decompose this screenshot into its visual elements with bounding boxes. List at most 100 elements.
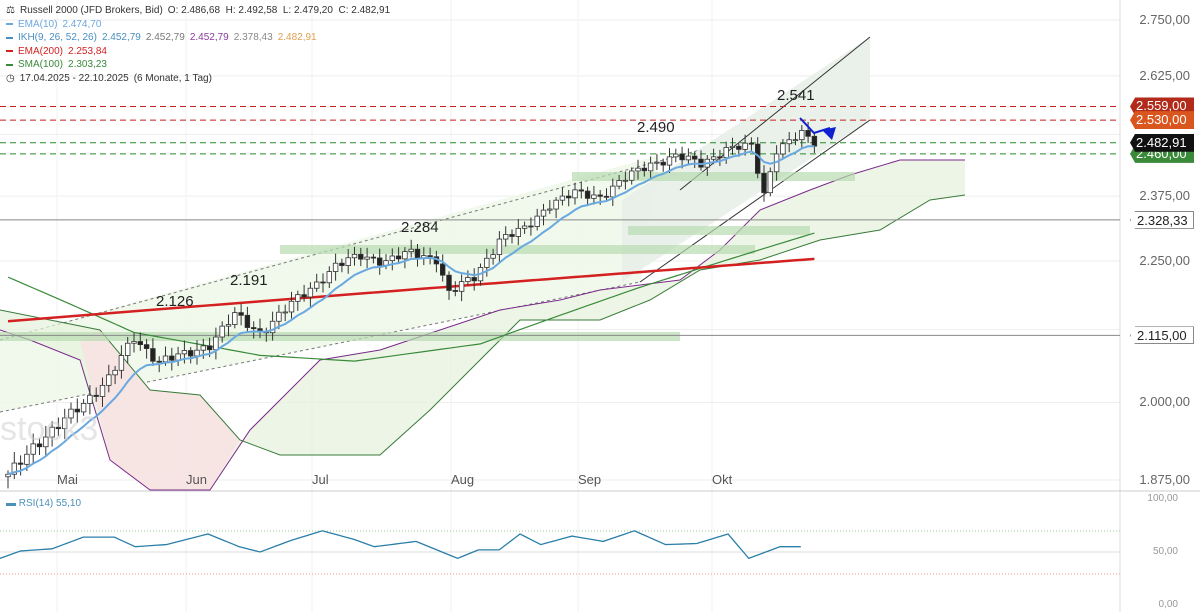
indicator-row[interactable]: SMA(100) 2.303,23 bbox=[6, 58, 390, 72]
high-annotation: 2.541 bbox=[777, 87, 815, 104]
month-label: Sep bbox=[578, 472, 602, 487]
candle bbox=[547, 200, 553, 214]
candle bbox=[811, 132, 818, 153]
price-axis-label: 2.625,00 bbox=[1139, 67, 1190, 83]
candle bbox=[408, 239, 414, 258]
candle bbox=[452, 281, 458, 297]
candle bbox=[458, 274, 465, 302]
candle bbox=[244, 306, 251, 333]
indicator-label: IKH(9, 26, 52, 26) bbox=[18, 32, 97, 43]
candle bbox=[307, 282, 314, 307]
candle bbox=[673, 148, 679, 163]
rsi-axis-0: 0,00 bbox=[1158, 599, 1178, 610]
candle bbox=[654, 153, 660, 171]
candle bbox=[339, 258, 345, 273]
candle bbox=[250, 321, 257, 339]
candle bbox=[187, 347, 194, 364]
candle bbox=[509, 229, 515, 244]
candle bbox=[219, 321, 225, 343]
candle bbox=[301, 284, 307, 302]
indicator-row[interactable]: EMA(10) 2.474,70 bbox=[6, 18, 390, 32]
candle bbox=[125, 336, 131, 364]
indicator-value: 2.452,79 bbox=[145, 32, 185, 43]
candle bbox=[99, 377, 106, 407]
rsi-axis-100: 100,00 bbox=[1147, 493, 1178, 504]
price-axis-label: 2.750,00 bbox=[1139, 12, 1190, 27]
candle bbox=[427, 247, 433, 265]
trend-channel-lower bbox=[639, 119, 871, 283]
candle bbox=[376, 248, 383, 275]
candle bbox=[666, 148, 673, 174]
candle bbox=[150, 338, 156, 366]
month-label: Jul bbox=[312, 472, 329, 487]
ema10-line bbox=[7, 145, 815, 476]
indicator-value: 2.253,84 bbox=[68, 45, 107, 57]
candle bbox=[288, 291, 295, 319]
candle bbox=[515, 219, 521, 246]
candle bbox=[572, 182, 578, 205]
candle bbox=[471, 268, 477, 291]
candle bbox=[496, 231, 503, 263]
indicator-color-icon bbox=[6, 36, 13, 39]
candle bbox=[313, 273, 320, 292]
date-range: 17.04.2025 - 22.10.2025 bbox=[19, 72, 129, 84]
candle bbox=[326, 266, 332, 289]
candle bbox=[792, 132, 799, 146]
candle bbox=[87, 385, 93, 415]
ichimoku-cloud bbox=[0, 160, 965, 490]
indicator-row[interactable]: EMA(200) 2.253,84 bbox=[6, 45, 390, 59]
candle bbox=[616, 174, 622, 190]
candle bbox=[465, 270, 471, 285]
candle bbox=[62, 408, 68, 440]
indicator-label: EMA(200) bbox=[18, 45, 64, 57]
rsi-axis-50: 50,00 bbox=[1152, 546, 1178, 557]
candle bbox=[502, 226, 509, 247]
candle bbox=[610, 178, 616, 206]
watermark-logo: stock3 bbox=[0, 410, 98, 448]
candle bbox=[351, 246, 358, 266]
trend-channel-upper bbox=[679, 36, 871, 191]
candle bbox=[402, 247, 408, 269]
candle bbox=[238, 303, 244, 326]
candle bbox=[439, 254, 446, 282]
candle bbox=[345, 248, 351, 274]
candle bbox=[528, 217, 534, 236]
candles-icon: ⚖ bbox=[6, 5, 15, 16]
candle bbox=[49, 421, 55, 447]
candle bbox=[74, 398, 80, 423]
candle bbox=[767, 167, 773, 197]
candle bbox=[799, 125, 805, 148]
indicator-label: EMA(10) bbox=[18, 18, 58, 30]
candle bbox=[553, 197, 559, 219]
candle bbox=[717, 149, 723, 166]
candle bbox=[685, 148, 692, 164]
candle bbox=[269, 311, 276, 341]
candle bbox=[93, 387, 99, 402]
candle bbox=[540, 203, 547, 226]
support-zone bbox=[0, 332, 680, 341]
candle bbox=[603, 188, 610, 202]
candle bbox=[55, 417, 62, 437]
candle bbox=[389, 248, 395, 271]
candle bbox=[395, 247, 402, 264]
support-zone bbox=[628, 226, 810, 235]
price-tag: 2.482,91 bbox=[1130, 133, 1194, 152]
price-tag: 2.328,33 bbox=[1130, 210, 1194, 229]
candle bbox=[641, 161, 647, 177]
sma100-line bbox=[7, 232, 815, 362]
price-tag: 2.559,00 bbox=[1130, 97, 1194, 116]
indicator-row[interactable]: IKH(9, 26, 52, 26) 2.452,79 2.452,79 2.452,… bbox=[6, 31, 390, 45]
candle bbox=[137, 332, 143, 351]
candle bbox=[647, 156, 654, 179]
candle bbox=[30, 433, 36, 465]
candle bbox=[584, 186, 591, 207]
high-annotation: 2.284 bbox=[401, 219, 439, 236]
ema200-line bbox=[7, 257, 815, 323]
candle bbox=[17, 455, 24, 476]
candle bbox=[276, 304, 282, 330]
high-annotation: 2.490 bbox=[637, 119, 675, 136]
candle bbox=[320, 273, 326, 293]
month-label: Jun bbox=[186, 472, 207, 487]
price-axis-label: 2.250,00 bbox=[1139, 253, 1190, 268]
